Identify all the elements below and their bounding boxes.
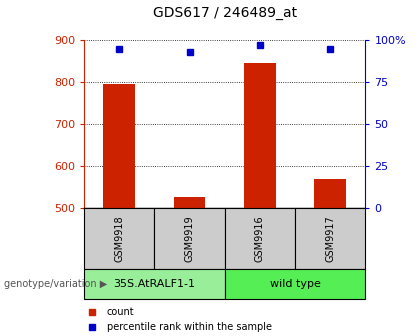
FancyBboxPatch shape <box>295 208 365 269</box>
Text: GDS617 / 246489_at: GDS617 / 246489_at <box>152 6 297 20</box>
Text: count: count <box>107 307 134 317</box>
Bar <box>315 179 346 208</box>
Bar <box>244 64 276 208</box>
Text: wild type: wild type <box>270 279 320 289</box>
FancyBboxPatch shape <box>155 208 225 269</box>
Text: GSM9916: GSM9916 <box>255 215 265 262</box>
FancyBboxPatch shape <box>84 208 155 269</box>
Text: genotype/variation ▶: genotype/variation ▶ <box>4 279 108 289</box>
Bar <box>103 84 135 208</box>
FancyBboxPatch shape <box>225 269 365 299</box>
Text: GSM9917: GSM9917 <box>325 215 335 262</box>
Text: 35S.AtRALF1-1: 35S.AtRALF1-1 <box>113 279 195 289</box>
Text: GSM9919: GSM9919 <box>184 215 194 262</box>
FancyBboxPatch shape <box>84 269 225 299</box>
Text: percentile rank within the sample: percentile rank within the sample <box>107 322 271 332</box>
Text: GSM9918: GSM9918 <box>114 215 124 262</box>
Bar <box>174 197 205 208</box>
FancyBboxPatch shape <box>225 208 295 269</box>
